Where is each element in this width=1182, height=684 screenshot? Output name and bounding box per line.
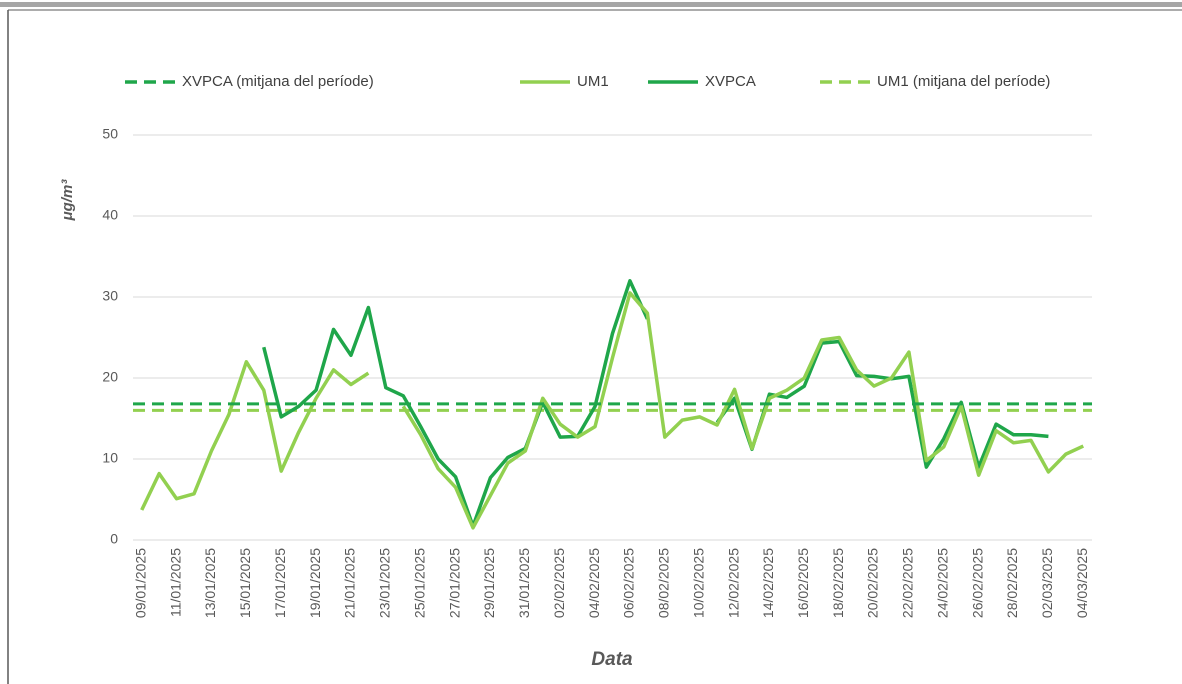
x-tick-label: 21/01/2025 xyxy=(342,548,358,618)
x-tick-label: 10/02/2025 xyxy=(690,548,706,618)
x-tick-label: 08/02/2025 xyxy=(656,548,672,618)
x-tick-label: 02/03/2025 xyxy=(1039,548,1055,618)
legend-label: UM1 xyxy=(577,73,609,90)
x-tick-label: 24/02/2025 xyxy=(934,548,950,618)
y-axis-label: μg/m³ xyxy=(59,179,76,222)
x-tick-label: 16/02/2025 xyxy=(795,548,811,618)
x-tick-label: 27/01/2025 xyxy=(446,548,462,618)
x-tick-label: 22/02/2025 xyxy=(900,548,916,618)
y-tick-label: 10 xyxy=(102,450,118,466)
x-tick-label: 19/01/2025 xyxy=(307,548,323,618)
x-tick-label: 11/01/2025 xyxy=(167,548,183,617)
y-tick-label: 30 xyxy=(102,288,118,304)
series-line xyxy=(262,279,1049,528)
y-tick-label: 0 xyxy=(110,531,118,547)
x-tick-label: 04/02/2025 xyxy=(586,548,602,618)
x-tick-label: 31/01/2025 xyxy=(516,548,532,618)
series-line xyxy=(140,291,1085,530)
x-tick-label: 20/02/2025 xyxy=(865,548,881,618)
y-tick-label: 50 xyxy=(102,126,118,142)
x-tick-label: 26/02/2025 xyxy=(969,548,985,618)
x-tick-label: 12/02/2025 xyxy=(725,548,741,618)
x-tick-label: 28/02/2025 xyxy=(1004,548,1020,618)
x-tick-label: 23/01/2025 xyxy=(377,548,393,618)
x-tick-label: 14/02/2025 xyxy=(760,548,776,618)
x-tick-label: 15/01/2025 xyxy=(237,548,253,618)
x-tick-label: 06/02/2025 xyxy=(621,548,637,618)
legend-label: XVPCA xyxy=(705,73,756,90)
x-axis-label: Data xyxy=(591,649,633,670)
x-tick-label: 29/01/2025 xyxy=(481,548,497,618)
x-tick-label: 25/01/2025 xyxy=(411,548,427,618)
x-tick-label: 04/03/2025 xyxy=(1074,548,1090,618)
x-tick-label: 13/01/2025 xyxy=(202,548,218,618)
top-border xyxy=(0,2,1182,7)
y-tick-label: 20 xyxy=(102,369,118,385)
legend-label: UM1 (mitjana del període) xyxy=(877,73,1050,90)
x-tick-label: 09/01/2025 xyxy=(132,548,148,618)
legend-label: XVPCA (mitjana del període) xyxy=(182,73,374,90)
x-tick-label: 02/02/2025 xyxy=(551,548,567,618)
x-tick-label: 18/02/2025 xyxy=(830,548,846,618)
y-tick-label: 40 xyxy=(102,207,118,223)
x-tick-label: 17/01/2025 xyxy=(272,548,288,618)
